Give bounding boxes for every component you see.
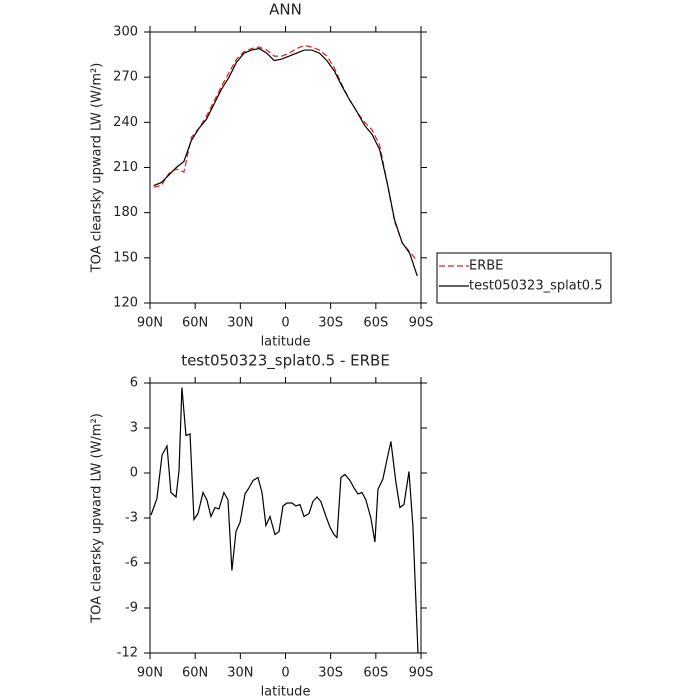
legend-label: ERBE (469, 259, 503, 274)
y-tick-label: 270 (113, 70, 138, 85)
y-tick-label: -12 (117, 646, 138, 661)
y-tick-label: 180 (113, 205, 138, 220)
x-tick-label: 90N (137, 316, 163, 331)
x-tick-label: 90N (137, 666, 163, 681)
y-tick-label: 3 (130, 421, 138, 436)
x-tick-label: 60N (182, 316, 208, 331)
plot-frame (149, 382, 422, 654)
y-tick-label: 300 (113, 25, 138, 40)
x-tick-label: 0 (281, 666, 289, 681)
x-tick-label: 0 (281, 316, 289, 331)
x-tick-label: 30S (318, 666, 343, 681)
legend-label: test050323_splat0.5 (469, 279, 602, 294)
x-tick-label: 60S (363, 666, 388, 681)
chart-title: test050323_splat0.5 - ERBE (181, 352, 390, 371)
x-tick-label: 90S (409, 666, 434, 681)
plot-frame (149, 31, 422, 304)
x-tick-label: 60S (363, 316, 388, 331)
x-tick-label: 90S (409, 316, 434, 331)
x-tick-label: 30N (227, 666, 253, 681)
chart-title: ANN (269, 1, 302, 19)
y-tick-label: 240 (113, 115, 138, 130)
data-line (153, 47, 418, 277)
y-tick-label: 150 (113, 250, 138, 265)
data-line (153, 44, 418, 262)
y-tick-label: -6 (125, 556, 138, 571)
x-axis-label: latitude (261, 685, 311, 700)
y-tick-label: -3 (125, 511, 138, 526)
y-axis-label: TOA clearsky upward LW (W/m²) (90, 413, 105, 624)
legend-box (436, 252, 612, 304)
x-tick-label: 30N (227, 316, 253, 331)
y-tick-label: 0 (130, 466, 138, 481)
y-tick-label: 120 (113, 296, 138, 311)
y-axis-label: TOA clearsky upward LW (W/m²) (90, 63, 105, 274)
x-axis-label: latitude (261, 335, 311, 350)
data-line (150, 387, 419, 654)
x-tick-label: 60N (182, 666, 208, 681)
x-tick-label: 30S (318, 316, 343, 331)
y-tick-label: 210 (113, 160, 138, 175)
y-tick-label: -9 (125, 601, 138, 616)
y-tick-label: 6 (130, 376, 138, 391)
